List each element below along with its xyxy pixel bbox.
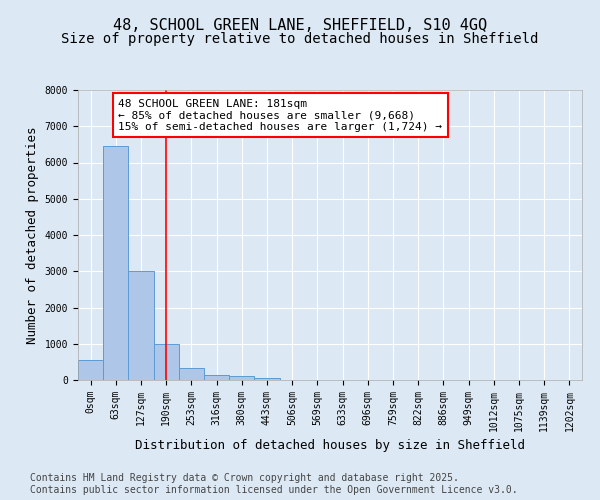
Bar bbox=[179, 368, 204, 380]
Y-axis label: Number of detached properties: Number of detached properties bbox=[26, 126, 39, 344]
Bar bbox=[78, 360, 103, 380]
Text: Size of property relative to detached houses in Sheffield: Size of property relative to detached ho… bbox=[61, 32, 539, 46]
Text: Contains HM Land Registry data © Crown copyright and database right 2025.
Contai: Contains HM Land Registry data © Crown c… bbox=[30, 474, 518, 495]
Bar bbox=[103, 146, 128, 380]
X-axis label: Distribution of detached houses by size in Sheffield: Distribution of detached houses by size … bbox=[135, 439, 525, 452]
Bar bbox=[154, 344, 179, 380]
Text: 48 SCHOOL GREEN LANE: 181sqm
← 85% of detached houses are smaller (9,668)
15% of: 48 SCHOOL GREEN LANE: 181sqm ← 85% of de… bbox=[118, 98, 442, 132]
Bar bbox=[204, 374, 229, 380]
Bar bbox=[229, 376, 254, 380]
Bar bbox=[128, 271, 154, 380]
Text: 48, SCHOOL GREEN LANE, SHEFFIELD, S10 4GQ: 48, SCHOOL GREEN LANE, SHEFFIELD, S10 4G… bbox=[113, 18, 487, 32]
Bar bbox=[254, 378, 280, 380]
